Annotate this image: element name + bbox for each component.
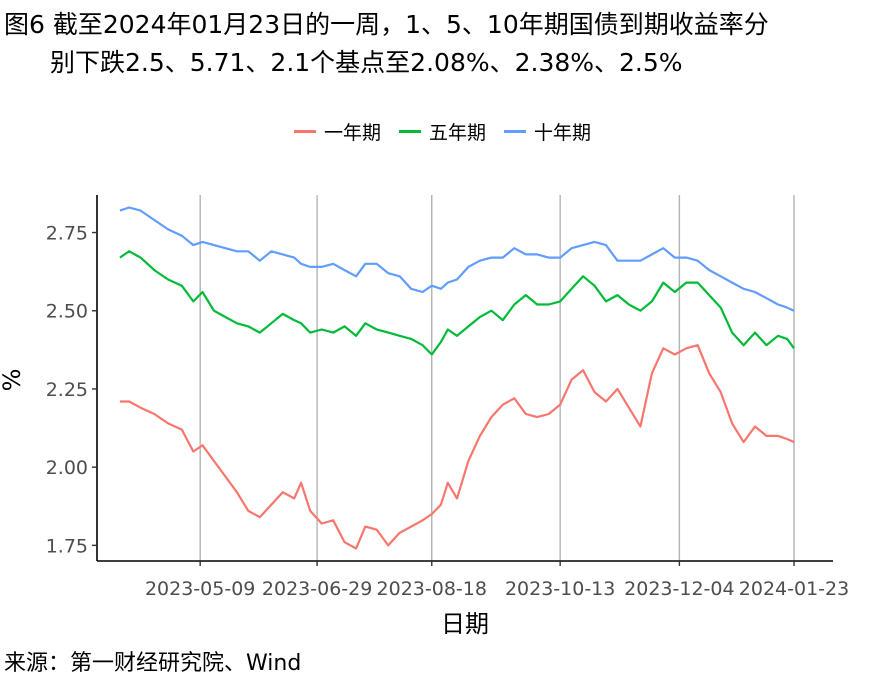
x-tick-label: 2023-05-09	[145, 578, 255, 600]
x-tick-label: 2023-10-13	[505, 578, 615, 600]
y-axis-ticks: 1.75 2.00 2.25 2.50 2.75	[46, 223, 97, 557]
series-line	[119, 206, 795, 312]
legend-swatch	[504, 129, 526, 133]
y-tick-label: 1.75	[46, 535, 88, 557]
series-lines	[119, 206, 795, 550]
chart-title: 图6 截至2024年01月23日的一周，1、5、10年期国债到期收益率分 别下跌…	[4, 6, 882, 82]
source-note: 来源：第一财经研究院、Wind	[4, 651, 302, 676]
y-tick-label: 2.75	[46, 223, 88, 245]
grid-lines	[199, 195, 795, 561]
legend-swatch	[293, 129, 316, 133]
x-tick-label: 2023-06-29	[262, 578, 372, 600]
y-tick-label: 2.00	[46, 457, 88, 479]
series-line	[119, 250, 795, 356]
legend-label: 五年期	[428, 121, 486, 144]
series-line	[119, 344, 795, 550]
legend-swatch	[398, 129, 421, 133]
x-tick-label: 2023-12-04	[624, 578, 734, 600]
y-tick-label: 2.25	[46, 379, 88, 401]
legend-item: 一年期	[293, 118, 381, 145]
title-line-2: 别下跌2.5、5.71、2.1个基点至2.08%、2.38%、2.5%	[50, 48, 683, 77]
legend-item: 十年期	[504, 118, 591, 145]
legend-item: 五年期	[398, 118, 486, 145]
x-tick-label: 2024-01-23	[739, 578, 849, 600]
title-line-1: 图6 截至2024年01月23日的一周，1、5、10年期国债到期收益率分	[4, 10, 769, 39]
axes	[96, 195, 833, 562]
x-tick-label: 2023-08-18	[377, 578, 487, 600]
x-axis-ticks: 2023-05-09 2023-06-29 2023-08-18 2023-10-13…	[145, 561, 849, 600]
legend: 一年期 五年期 十年期	[0, 116, 885, 146]
y-tick-label: 2.50	[46, 301, 88, 323]
legend-label: 十年期	[534, 121, 592, 144]
x-axis-label: 日期	[441, 610, 489, 638]
legend-label: 一年期	[323, 121, 381, 144]
y-axis-label: %	[0, 369, 26, 392]
